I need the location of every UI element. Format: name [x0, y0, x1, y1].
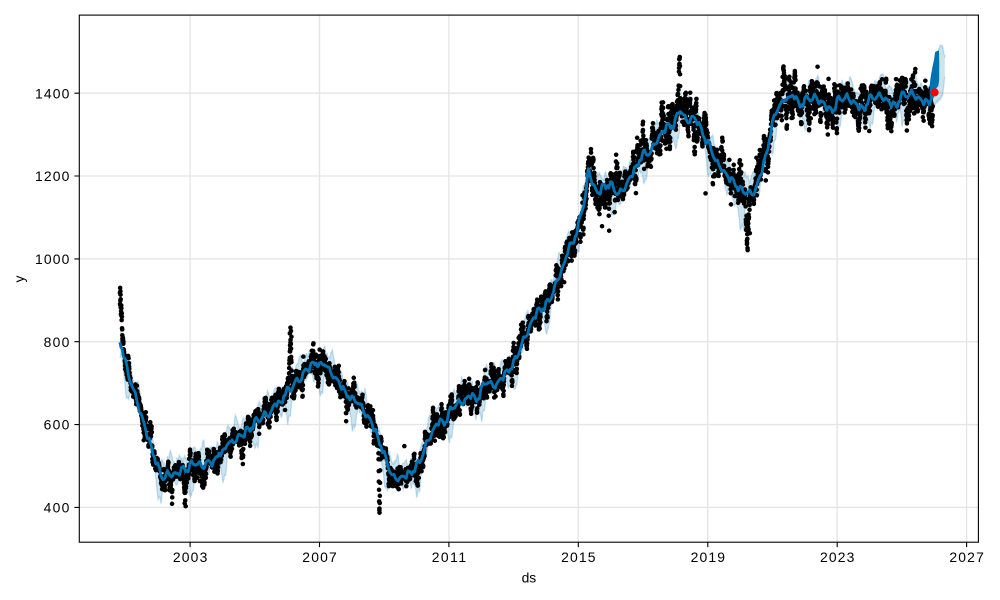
svg-text:600: 600	[44, 417, 70, 433]
svg-text:1000: 1000	[35, 251, 70, 267]
svg-text:ds: ds	[522, 569, 537, 585]
svg-text:800: 800	[44, 334, 70, 350]
svg-text:1400: 1400	[35, 85, 70, 101]
svg-text:400: 400	[44, 500, 70, 516]
svg-text:1200: 1200	[35, 168, 70, 184]
svg-text:2019: 2019	[691, 549, 726, 565]
svg-text:2007: 2007	[302, 549, 337, 565]
svg-text:2023: 2023	[820, 549, 855, 565]
svg-text:2027: 2027	[949, 549, 984, 565]
svg-text:y: y	[11, 275, 27, 282]
svg-text:2003: 2003	[173, 549, 208, 565]
svg-text:2015: 2015	[561, 549, 596, 565]
